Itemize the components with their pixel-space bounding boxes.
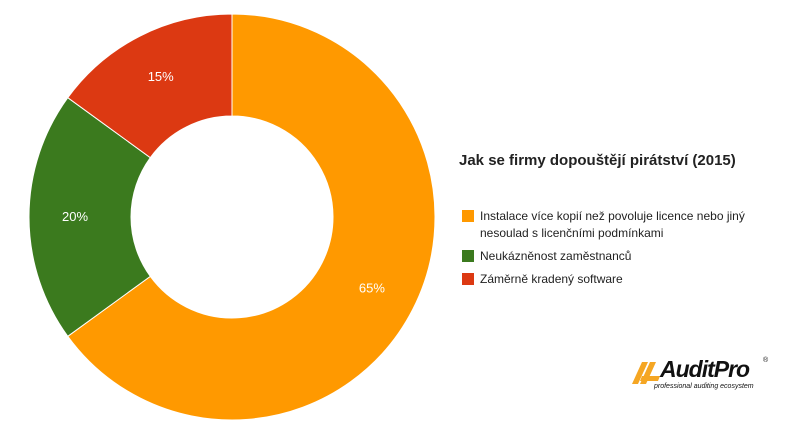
legend-swatch-installations <box>462 210 474 222</box>
legend-label-employees: Neukázněnost zaměstnanců <box>480 249 632 263</box>
auditpro-logo: AuditPro ® professional auditing ecosyst… <box>632 356 772 396</box>
donut-slice-installations[interactable] <box>67 13 436 421</box>
logo-registered: ® <box>763 357 769 364</box>
slice-label-stolen: 15% <box>148 69 174 84</box>
legend-item-employees[interactable]: Neukázněnost zaměstnanců <box>462 248 772 265</box>
legend-item-installations[interactable]: Instalace více kopií než povoluje licenc… <box>462 208 772 242</box>
donut-slice-employees[interactable] <box>28 96 151 338</box>
auditpro-mark-icon <box>632 362 660 384</box>
legend-item-stolen[interactable]: Záměrně kradený software <box>462 271 772 288</box>
donut-slice-stolen[interactable] <box>67 13 233 159</box>
legend-label-stolen: Záměrně kradený software <box>480 272 623 286</box>
legend: Instalace více kopií než povoluje licenc… <box>462 208 772 294</box>
legend-swatch-employees <box>462 250 474 262</box>
chart-title: Jak se firmy dopouštějí pirátství (2015) <box>459 152 736 169</box>
slice-label-installations: 65% <box>359 280 385 295</box>
legend-swatch-stolen <box>462 273 474 285</box>
legend-label-installations: Instalace více kopií než povoluje licenc… <box>480 209 745 240</box>
logo-wordmark: AuditPro <box>660 356 750 382</box>
logo-tagline: professional auditing ecosystem <box>654 383 754 390</box>
slice-label-employees: 20% <box>62 209 88 224</box>
